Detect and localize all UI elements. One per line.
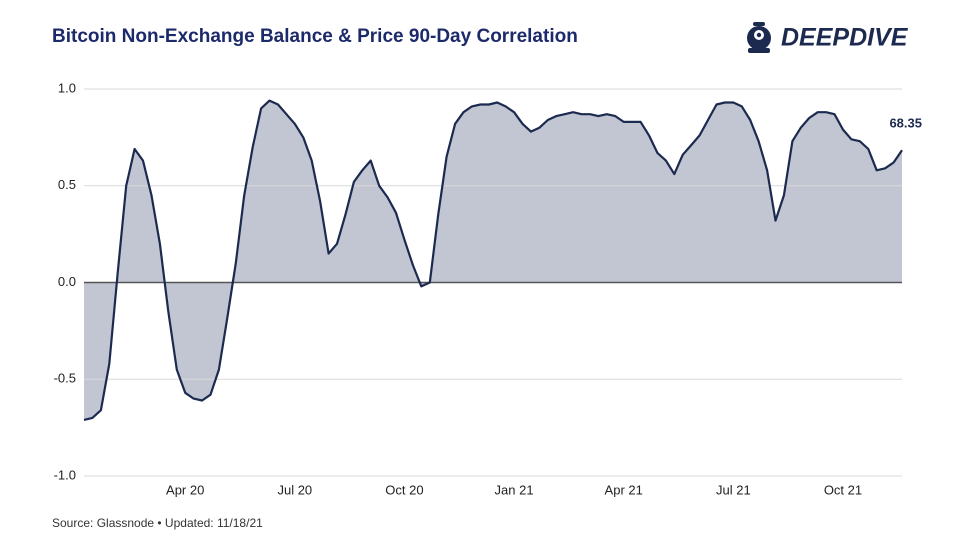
logo-text: DEEPDIVE bbox=[781, 24, 909, 52]
y-tick-label: -1.0 bbox=[54, 467, 76, 482]
end-label: 68.35 bbox=[889, 116, 922, 131]
x-tick-label: Jul 21 bbox=[716, 482, 751, 497]
y-tick-label: 0.5 bbox=[58, 177, 76, 192]
x-tick-label: Oct 21 bbox=[824, 482, 862, 497]
x-tick-label: Jul 20 bbox=[277, 482, 312, 497]
x-tick-label: Jan 21 bbox=[495, 482, 534, 497]
source-note: Source: Glassnode • Updated: 11/18/21 bbox=[52, 516, 263, 530]
x-tick-label: Apr 20 bbox=[166, 482, 204, 497]
x-tick-label: Apr 21 bbox=[605, 482, 643, 497]
chart-title: Bitcoin Non-Exchange Balance & Price 90-… bbox=[52, 26, 578, 47]
x-tick-label: Oct 20 bbox=[385, 482, 423, 497]
area bbox=[84, 100, 902, 420]
y-tick-label: 1.0 bbox=[58, 80, 76, 95]
logo-icon bbox=[747, 22, 771, 53]
line bbox=[83, 99, 903, 421]
y-tick-label: -0.5 bbox=[54, 371, 76, 386]
y-tick-label: 0.0 bbox=[58, 274, 76, 289]
